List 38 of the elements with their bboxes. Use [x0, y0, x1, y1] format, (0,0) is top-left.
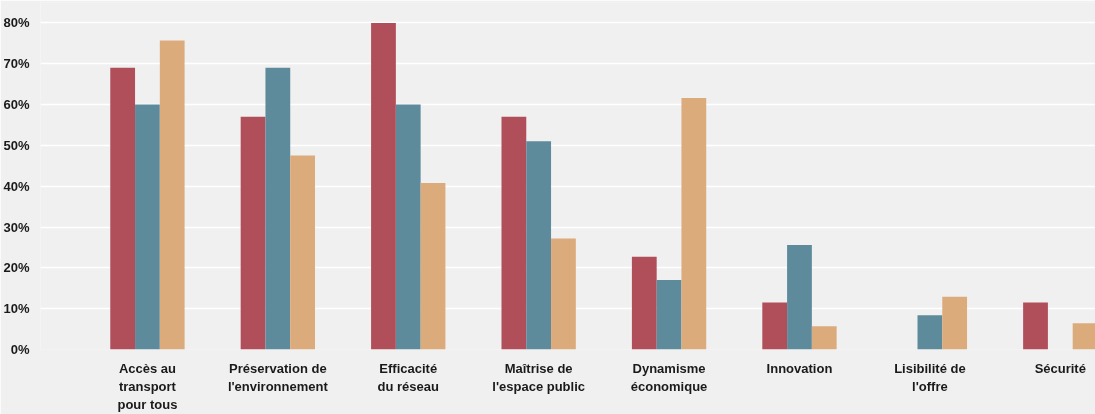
bar — [501, 116, 527, 350]
bar — [159, 40, 185, 350]
x-tick-label: Efficacité du réseau — [377, 360, 440, 394]
x-tick-label: Sécurité — [1034, 360, 1086, 376]
x-tick-label: Dynamisme économique — [630, 360, 708, 394]
bar — [290, 155, 316, 350]
bar — [526, 141, 552, 350]
y-tick-label: 70% — [3, 56, 30, 72]
y-tick-label: 50% — [3, 137, 30, 153]
bar — [787, 244, 812, 350]
y-tick-label: 40% — [3, 178, 30, 194]
bar — [240, 116, 266, 350]
bar — [656, 280, 682, 350]
bar — [135, 104, 160, 350]
y-tick-label: 60% — [3, 97, 30, 113]
y-tick-label: 0% — [10, 342, 30, 357]
bar — [681, 98, 707, 350]
y-tick-label: 20% — [3, 260, 30, 276]
bar — [942, 296, 968, 350]
y-tick-label: 10% — [3, 301, 30, 317]
y-tick-label: 30% — [3, 219, 30, 235]
bar — [265, 67, 291, 350]
y-tick-label: 80% — [3, 15, 30, 31]
bar — [371, 22, 396, 350]
x-tick-label: Accès au transport pour tous — [117, 360, 178, 412]
x-tick-label: Lisibilité de l'offre — [894, 360, 966, 394]
bar — [395, 104, 421, 350]
bar — [1023, 302, 1048, 350]
bar — [631, 256, 657, 350]
bar — [762, 302, 788, 350]
bar — [551, 238, 576, 350]
x-tick-label: Maîtrise de l'espace public — [492, 360, 585, 394]
x-tick-label: Innovation — [766, 360, 833, 376]
bar — [917, 315, 943, 350]
bar — [420, 182, 446, 350]
x-tick-label: Préservation de l'environnement — [227, 360, 329, 394]
bar — [811, 326, 837, 350]
bar — [110, 67, 136, 350]
